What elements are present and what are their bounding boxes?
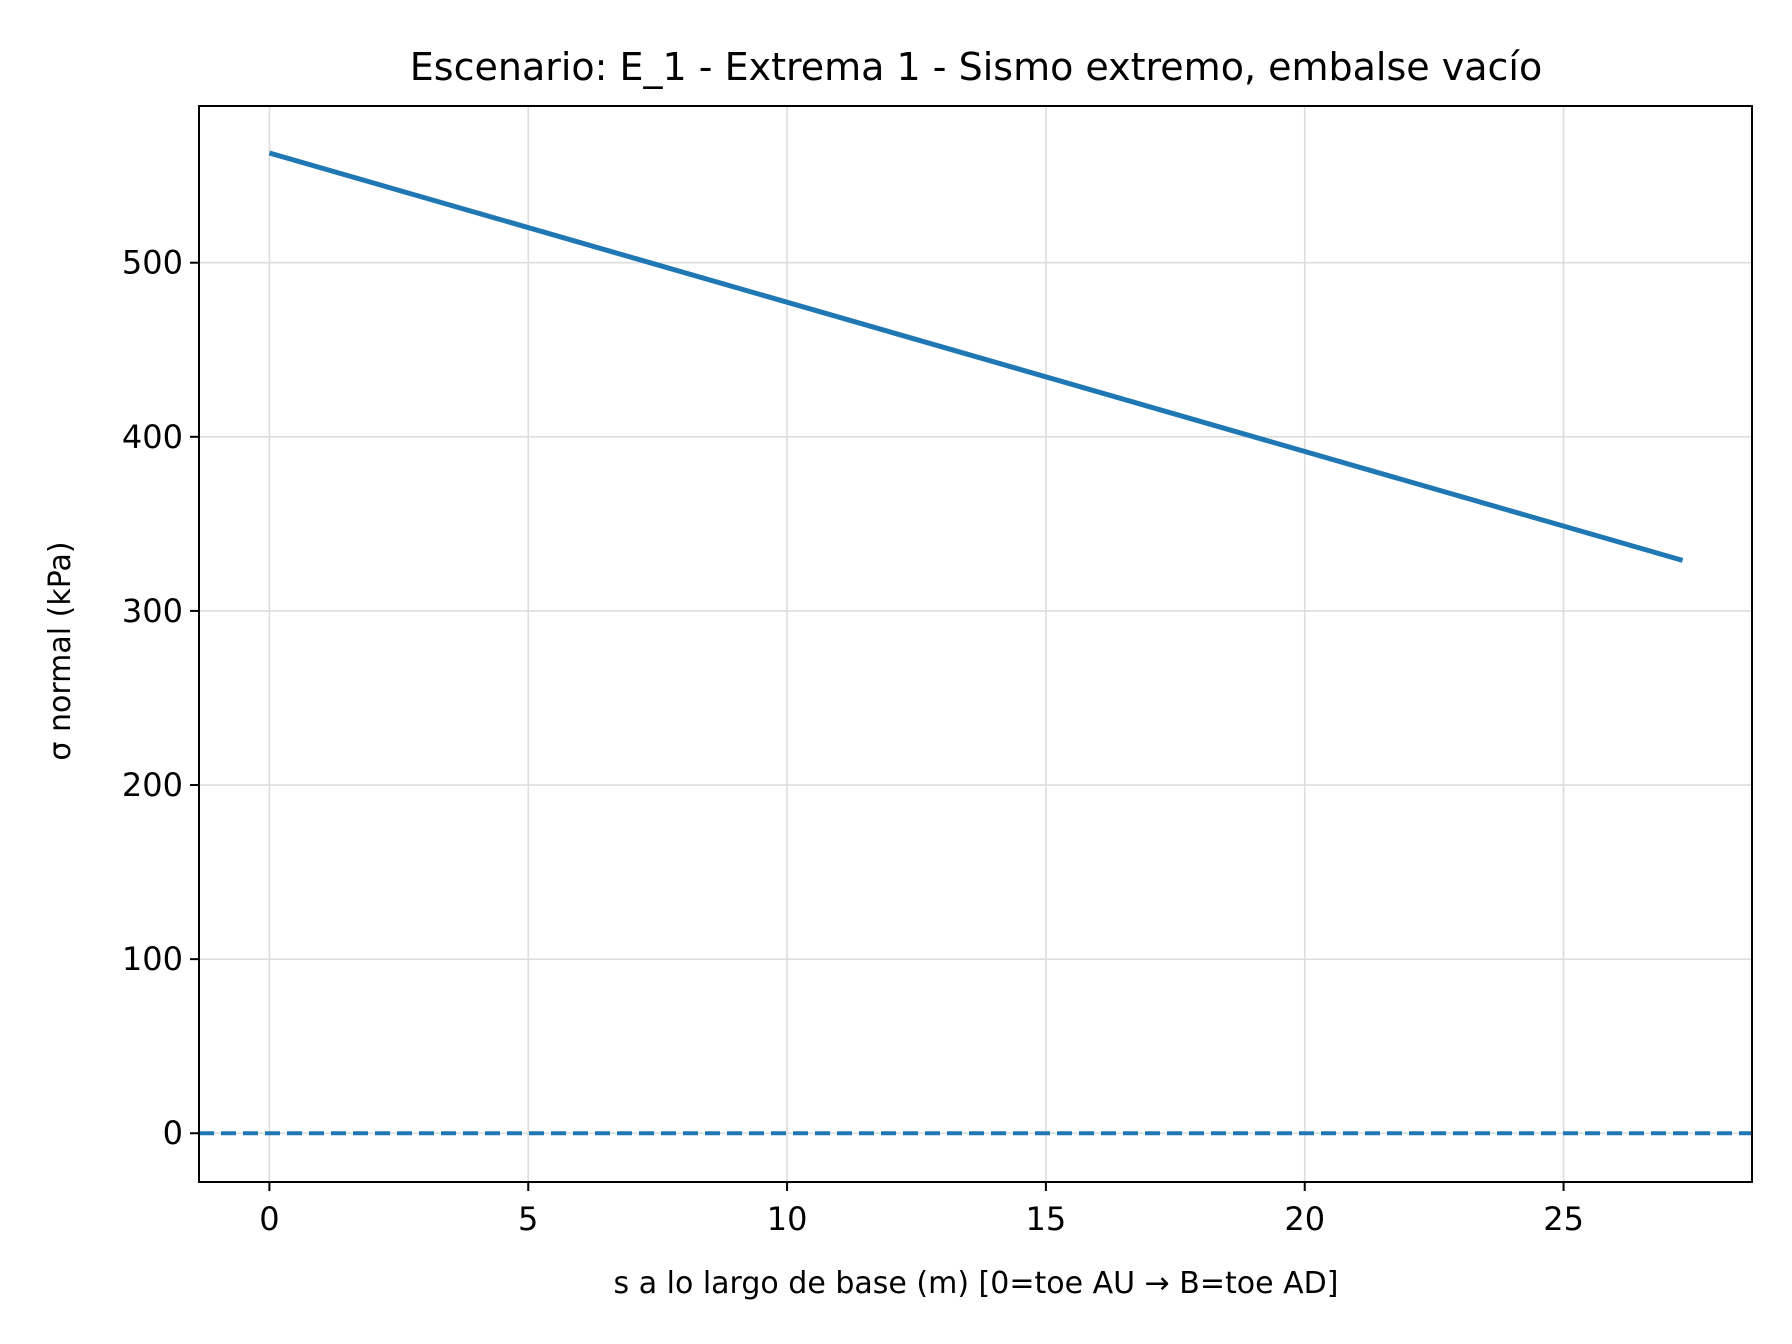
x-tick-label: 20 bbox=[1284, 1200, 1325, 1238]
plot-frame bbox=[198, 105, 1753, 1183]
grid bbox=[199, 106, 1752, 1182]
y-tick-label: 400 bbox=[122, 418, 183, 456]
y-axis-label: σ normal (kPa) bbox=[43, 541, 78, 760]
series-layer bbox=[199, 150, 1752, 1136]
x-tick-label: 25 bbox=[1543, 1200, 1584, 1238]
y-tick-label: 100 bbox=[122, 940, 183, 978]
x-tick-label: 10 bbox=[767, 1200, 808, 1238]
y-tick-label: 0 bbox=[163, 1114, 183, 1152]
x-tick-label: 5 bbox=[518, 1200, 538, 1238]
y-ticks: 0 100 200 300 400 500 bbox=[122, 244, 199, 1152]
x-tick-label: 15 bbox=[1026, 1200, 1067, 1238]
chart-title: Escenario: E_1 - Extrema 1 - Sismo extre… bbox=[410, 45, 1542, 89]
y-tick-label: 200 bbox=[122, 766, 183, 804]
x-axis-label: s a lo largo de base (m) [0=toe AU → B=t… bbox=[614, 1266, 1339, 1301]
x-tick-label: 0 bbox=[259, 1200, 279, 1238]
y-tick-label: 300 bbox=[122, 592, 183, 630]
y-tick-label: 500 bbox=[122, 244, 183, 282]
x-ticks: 0 5 10 15 20 25 bbox=[259, 1182, 1584, 1238]
series-line-sigma-normal bbox=[268, 150, 1684, 563]
